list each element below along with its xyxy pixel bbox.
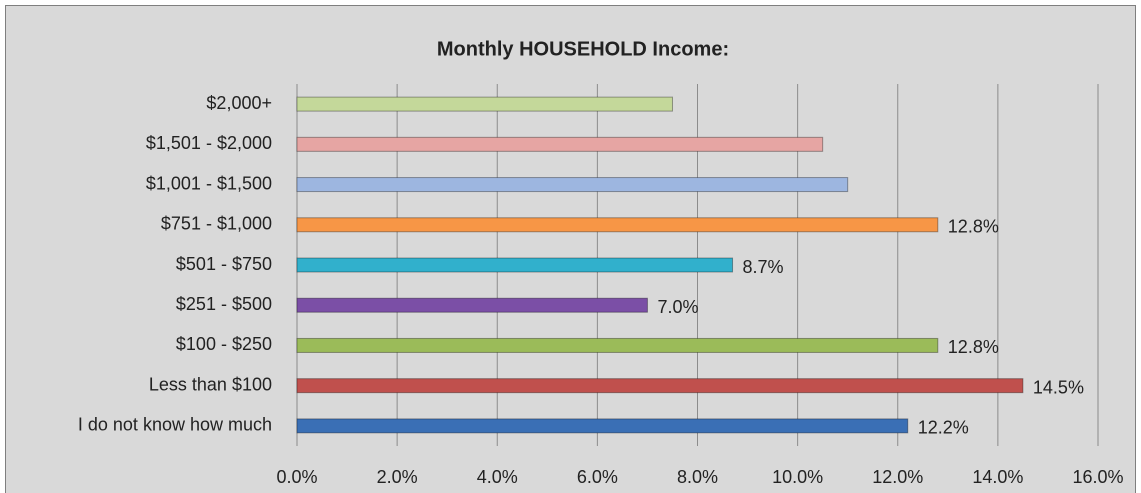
y-tick-label: I do not know how much [78, 415, 272, 435]
data-label: 12.8% [948, 337, 999, 357]
y-tick-label: $251 - $500 [176, 294, 272, 314]
data-label: 7.0% [657, 297, 698, 317]
bar [296, 177, 849, 193]
bar [296, 96, 673, 112]
chart-title: Monthly HOUSEHOLD Income: [437, 38, 729, 60]
chart-background [5, 5, 1136, 493]
x-tick-label: 12.0% [872, 467, 923, 487]
y-tick-label: $2,000+ [206, 93, 272, 113]
y-tick-label: $751 - $1,000 [161, 214, 272, 234]
y-tick-label: Less than $100 [149, 374, 272, 394]
x-tick-label: 4.0% [477, 467, 518, 487]
bar [296, 418, 909, 434]
data-label: 12.8% [948, 217, 999, 237]
y-tick-label: $501 - $750 [176, 254, 272, 274]
x-tick-label: 14.0% [972, 467, 1023, 487]
x-tick-label: 10.0% [772, 467, 823, 487]
data-label: 14.5% [1033, 377, 1084, 397]
data-label: 12.2% [918, 418, 969, 438]
x-tick-label: 6.0% [577, 467, 618, 487]
bar [296, 297, 648, 313]
bar [296, 378, 1024, 394]
y-tick-label: $100 - $250 [176, 334, 272, 354]
y-tick-label: $1,501 - $2,000 [146, 133, 272, 153]
y-tick-label: $1,001 - $1,500 [146, 173, 272, 193]
bar [296, 337, 939, 353]
bar [296, 217, 939, 233]
x-tick-label: 0.0% [276, 467, 317, 487]
x-tick-label: 8.0% [677, 467, 718, 487]
x-tick-label: 2.0% [377, 467, 418, 487]
bar [296, 136, 824, 152]
x-tick-label: 16.0% [1072, 467, 1123, 487]
data-label: 8.7% [743, 257, 784, 277]
bar [296, 257, 734, 273]
